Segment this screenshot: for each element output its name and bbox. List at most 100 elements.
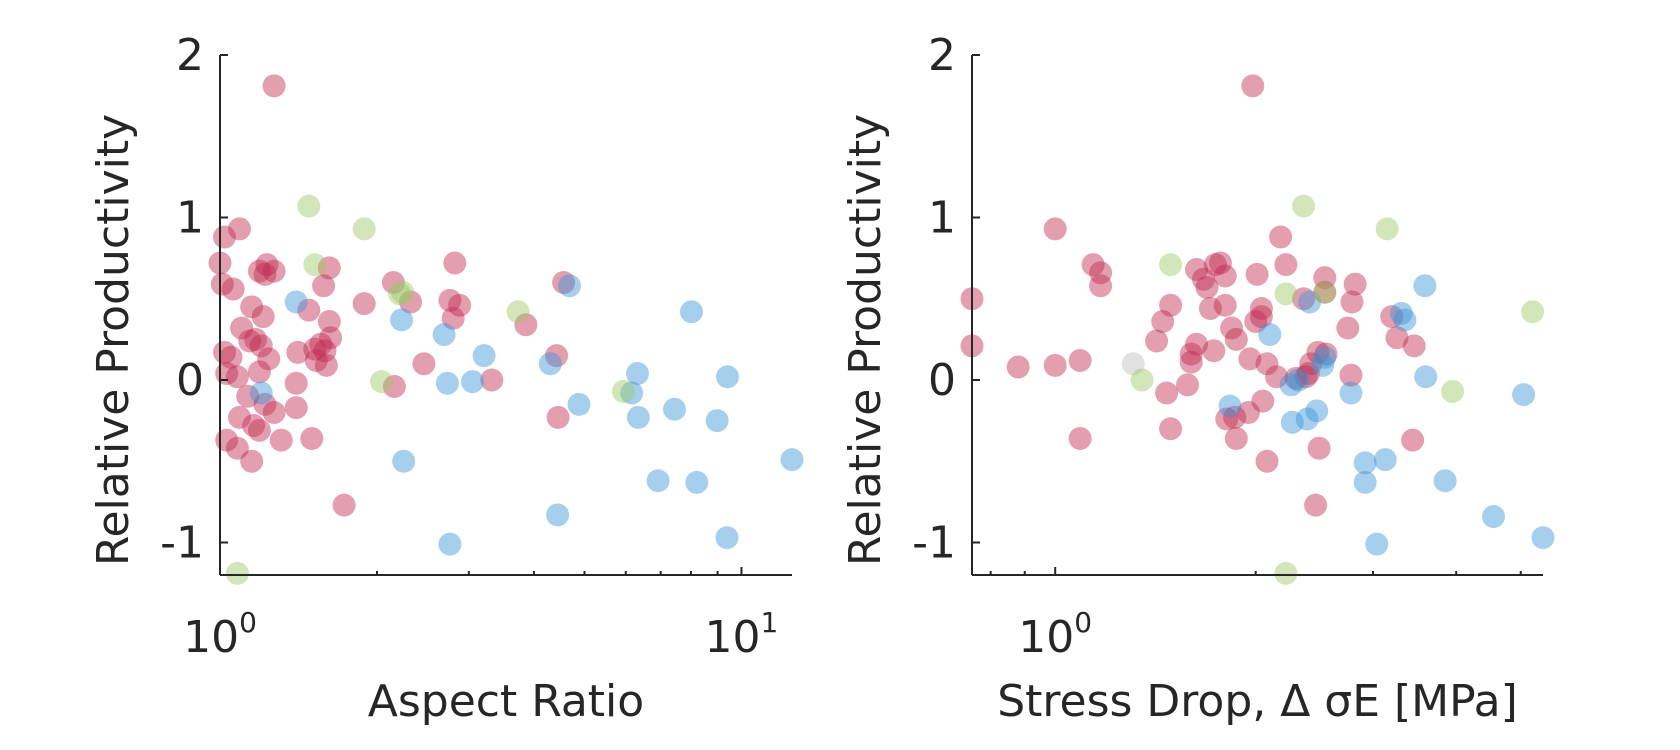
- data-point-red: [1185, 258, 1208, 281]
- data-point-blue: [1339, 381, 1363, 405]
- data-point-blue: [1512, 383, 1536, 407]
- data-point-red: [284, 371, 308, 395]
- data-point-red: [257, 347, 281, 371]
- data-point-green: [370, 370, 393, 394]
- x-tick-base: 10: [1018, 612, 1074, 663]
- data-point-red: [381, 271, 405, 294]
- data-point-red: [1255, 449, 1279, 473]
- data-point-gray: [1121, 352, 1145, 376]
- data-point-red: [317, 310, 341, 333]
- data-point-blue: [438, 532, 462, 556]
- data-point-blue: [1531, 526, 1555, 550]
- data-point-green: [1274, 561, 1298, 585]
- data-point-red: [286, 340, 310, 364]
- data-point-red: [1198, 297, 1222, 320]
- data-point-red: [443, 251, 467, 275]
- data-point-red: [255, 253, 279, 277]
- data-point-green: [388, 282, 412, 306]
- data-point-blue: [1311, 353, 1335, 377]
- data-point-red: [1314, 342, 1338, 366]
- data-point-blue: [705, 409, 729, 433]
- data-point-red: [352, 292, 376, 316]
- x-tick-exponent: 0: [239, 606, 257, 639]
- data-point-red: [1265, 365, 1289, 389]
- data-point-red: [269, 428, 293, 452]
- data-point-red: [253, 262, 277, 286]
- data-point-blue: [1414, 365, 1438, 389]
- data-point-blue: [1279, 373, 1303, 397]
- data-point-red: [1220, 316, 1244, 340]
- data-point-red: [1068, 349, 1092, 372]
- data-point-blue: [1482, 505, 1505, 528]
- data-point-red: [545, 344, 569, 368]
- data-point-green: [303, 253, 327, 277]
- y-tick-label: 0: [176, 355, 204, 406]
- data-point-green: [1375, 217, 1399, 241]
- data-point-red: [1215, 407, 1239, 431]
- data-point-red: [1244, 310, 1268, 333]
- data-point-blue: [1373, 448, 1397, 472]
- data-point-blue: [538, 352, 562, 376]
- data-point-red: [262, 259, 286, 283]
- data-point-red: [242, 414, 266, 437]
- data-point-blue: [1218, 394, 1242, 418]
- data-point-red: [262, 74, 286, 98]
- data-point-red: [225, 436, 249, 460]
- data-point-green: [225, 561, 249, 585]
- data-point-red: [1306, 340, 1330, 364]
- data-point-red: [1249, 297, 1273, 320]
- data-point-red: [230, 316, 254, 340]
- x-tick-base: 10: [705, 612, 761, 663]
- data-point-red: [1224, 427, 1248, 450]
- data-point-green: [612, 379, 635, 403]
- data-point-red: [412, 352, 436, 376]
- data-point-red: [1145, 329, 1169, 353]
- data-point-red: [221, 277, 245, 301]
- data-point-blue: [432, 323, 456, 346]
- data-point-blue: [715, 526, 739, 550]
- data-point-red: [480, 368, 504, 392]
- data-point-red: [297, 298, 321, 322]
- y-tick-label: 1: [176, 193, 204, 244]
- data-point-green: [352, 217, 376, 241]
- data-point-red: [228, 405, 251, 429]
- data-point-red: [1081, 253, 1105, 277]
- data-point-blue: [461, 370, 484, 394]
- data-point-red: [514, 313, 538, 337]
- y-tick-label: 2: [928, 30, 956, 81]
- data-point-red: [1313, 266, 1337, 290]
- data-point-red: [284, 396, 308, 420]
- data-point-blue: [716, 365, 739, 389]
- data-point-red: [1241, 74, 1265, 98]
- data-point-red: [314, 353, 338, 377]
- data-point-red: [244, 327, 268, 351]
- data-point-red: [213, 340, 236, 364]
- data-point-red: [448, 293, 472, 317]
- data-point-red: [1274, 253, 1298, 277]
- data-point-blue: [1295, 407, 1319, 431]
- data-point-blue: [685, 470, 709, 494]
- data-point-red: [332, 493, 356, 517]
- data-point-red: [317, 256, 341, 280]
- data-point-red: [1339, 363, 1363, 387]
- data-point-blue: [558, 274, 581, 298]
- data-point-green: [506, 300, 530, 324]
- data-point-red: [1176, 373, 1199, 397]
- data-point-red: [313, 339, 337, 363]
- data-point-red: [552, 271, 576, 294]
- data-point-blue: [1365, 532, 1389, 556]
- data-point-red: [1043, 353, 1067, 377]
- data-point-blue: [390, 308, 414, 332]
- data-point-blue: [1258, 323, 1282, 346]
- data-point-blue: [567, 392, 591, 416]
- data-point-red: [1402, 334, 1426, 358]
- data-point-red: [546, 405, 570, 429]
- data-point-blue: [1305, 399, 1329, 423]
- data-point-green: [1313, 280, 1337, 304]
- data-point-red: [1401, 428, 1425, 452]
- data-point-red: [251, 305, 275, 329]
- data-point-red: [300, 427, 324, 450]
- data-point-blue: [1298, 290, 1322, 314]
- data-point-red: [247, 418, 271, 442]
